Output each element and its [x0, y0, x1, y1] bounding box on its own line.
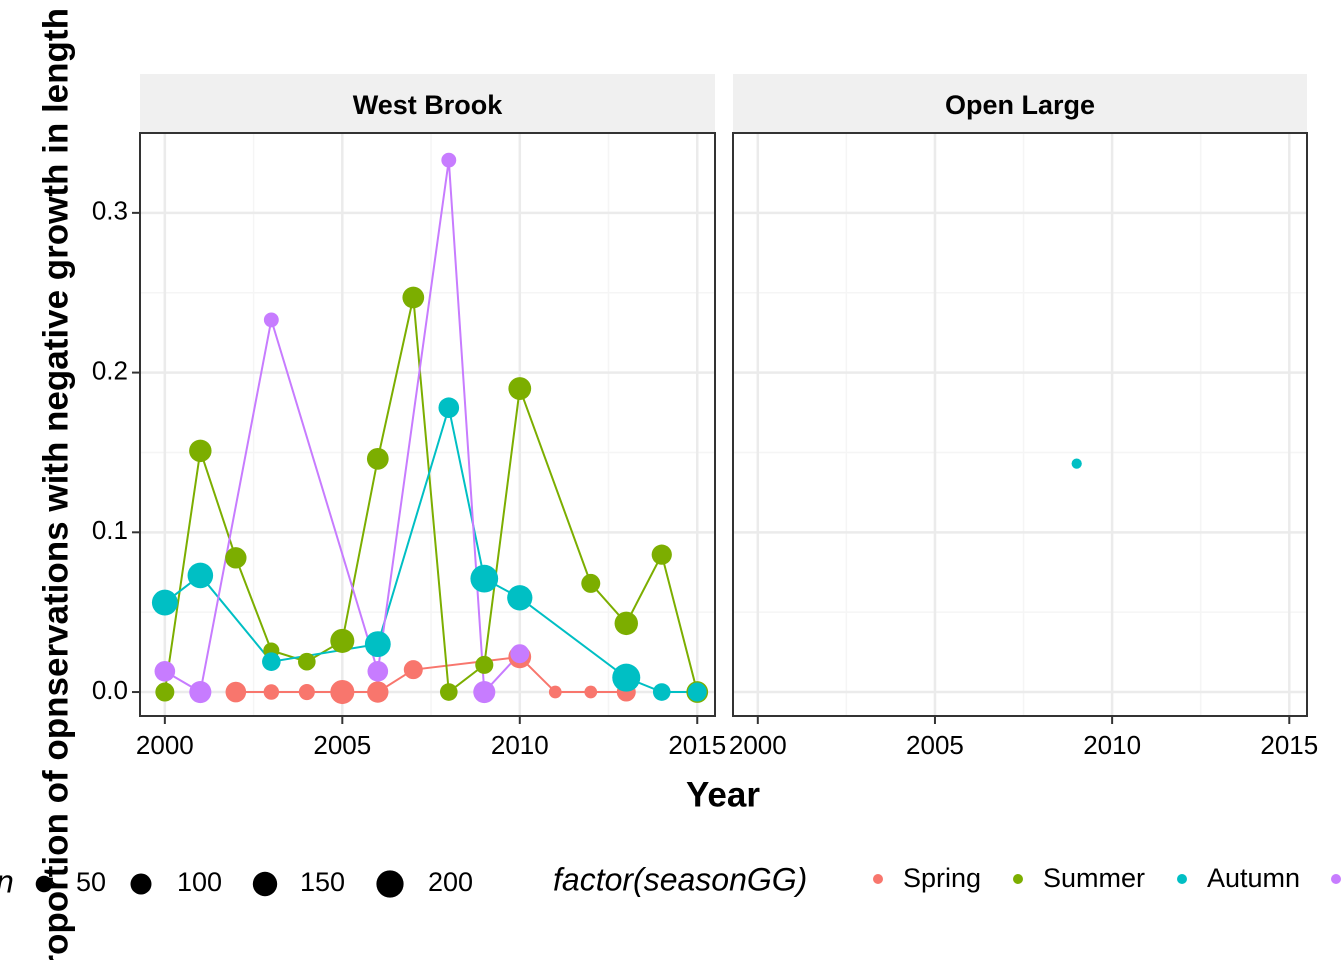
x-axis: 2000 2005 2010 2015 — [729, 716, 1318, 760]
panel-west-brook: West Brook 2000 2005 2010 2015 0.0 0.1 0.2 0.3 — [92, 74, 726, 760]
legend-size-label: 100 — [177, 867, 222, 897]
legend-size-title: n — [0, 863, 14, 899]
x-axis: 2000 2005 2010 2015 — [136, 716, 726, 760]
legend-size-key — [35, 875, 53, 893]
data-point — [473, 680, 496, 704]
data-point — [155, 682, 175, 702]
data-point — [187, 562, 214, 589]
data-point — [298, 652, 316, 671]
data-point — [367, 681, 389, 703]
strip-background — [140, 74, 715, 133]
panel-border — [732, 132, 1308, 717]
data-point — [687, 682, 707, 702]
series-points — [151, 152, 709, 705]
data-point — [470, 564, 499, 593]
y-axis: 0.0 0.1 0.2 0.3 — [92, 196, 140, 705]
data-point — [330, 680, 355, 705]
data-point — [189, 680, 212, 704]
legend-color-label: Spring — [903, 863, 981, 893]
series-points — [1071, 458, 1082, 469]
data-point — [441, 152, 457, 168]
y-tick-label: 0.2 — [92, 355, 128, 385]
data-point — [508, 377, 532, 400]
legend-size-label: 200 — [428, 867, 473, 897]
data-point — [651, 544, 672, 565]
data-point — [262, 652, 281, 671]
panel-border — [139, 132, 716, 717]
legend-size-key — [252, 871, 278, 897]
y-tick-label: 0.1 — [92, 515, 128, 545]
legend-size: n 50 100 150 200 — [0, 863, 473, 899]
y-tick-label: 0.0 — [92, 675, 128, 705]
data-point — [439, 683, 458, 701]
data-point — [154, 660, 176, 682]
x-axis-title: Year — [686, 775, 760, 814]
legend-size-label: 150 — [300, 867, 345, 897]
legend-color-key — [1013, 874, 1023, 884]
data-point — [614, 611, 638, 636]
data-point — [584, 685, 598, 699]
data-point — [438, 397, 460, 419]
series-line — [235, 655, 627, 694]
data-point — [263, 684, 280, 700]
strip-background — [733, 74, 1307, 133]
data-point — [151, 589, 178, 616]
grid — [733, 133, 1307, 716]
legend-color-key — [1177, 874, 1187, 884]
data-point — [263, 312, 279, 328]
legend-color: factor(seasonGG) Spring Summer Autumn — [553, 861, 1341, 897]
data-point — [225, 681, 247, 703]
data-point — [612, 663, 641, 692]
data-point — [1071, 458, 1082, 469]
data-point — [507, 585, 533, 611]
data-point — [403, 660, 423, 680]
series-line — [164, 407, 698, 694]
legend-color-key — [1331, 874, 1341, 884]
data-point — [475, 655, 494, 674]
data-point — [652, 683, 671, 701]
strip-label: West Brook — [353, 90, 504, 120]
legend-color-title: factor(seasonGG) — [553, 861, 807, 897]
data-point — [366, 447, 389, 470]
strip-label: Open Large — [945, 90, 1095, 120]
grid — [140, 133, 715, 716]
legend-size-label: 50 — [76, 867, 106, 897]
data-point — [298, 684, 315, 701]
data-point — [510, 644, 530, 664]
data-point — [402, 286, 425, 309]
legend-size-key — [130, 873, 152, 895]
data-point — [548, 685, 562, 699]
x-tick-label: 2005 — [906, 730, 964, 760]
legend-size-key — [376, 870, 404, 898]
x-tick-label: 2000 — [136, 730, 194, 760]
legend-color-key — [873, 874, 883, 884]
x-tick-label: 2010 — [491, 730, 549, 760]
data-point — [367, 660, 389, 682]
legend-color-label: Summer — [1043, 863, 1145, 893]
data-point — [189, 439, 212, 463]
data-point — [364, 631, 391, 658]
data-point — [581, 573, 601, 593]
x-tick-label: 2010 — [1083, 730, 1141, 760]
x-tick-label: 2000 — [729, 730, 787, 760]
data-point — [225, 547, 247, 569]
panel-open-large: Open Large 2000 2005 2010 2015 — [729, 74, 1318, 760]
legend-color-label: Autumn — [1207, 863, 1300, 893]
y-tick-label: 0.3 — [92, 196, 128, 226]
x-tick-label: 2015 — [668, 730, 726, 760]
x-tick-label: 2015 — [1260, 730, 1318, 760]
y-axis-title: Proportion of opnservations with negativ… — [36, 8, 75, 960]
x-tick-label: 2005 — [313, 730, 371, 760]
data-point — [330, 628, 355, 653]
